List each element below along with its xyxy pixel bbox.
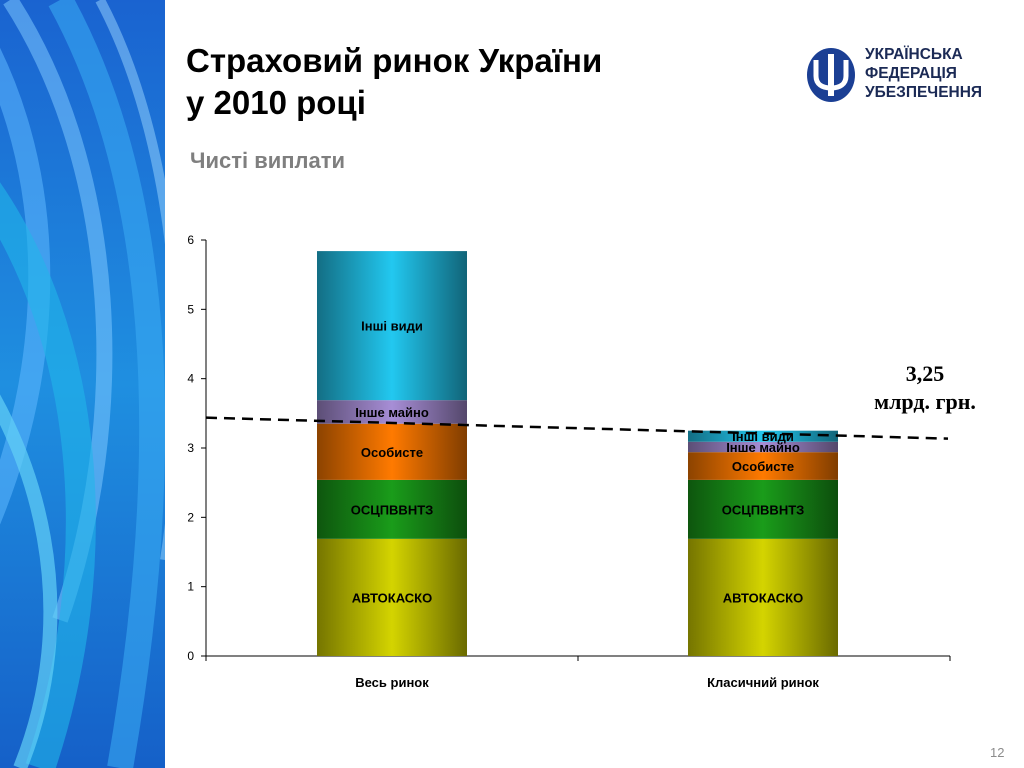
bar-segment-label: Інші види [732,429,794,444]
total-annotation-value: 3,25 [905,361,945,386]
total-annotation: 3,25 млрд. грн. [860,360,990,416]
bar-segment [688,441,838,453]
bar-segment [688,430,838,442]
y-tick-label: 2 [187,510,194,524]
bar-segment [688,538,838,656]
bar-segment [688,452,838,480]
bar-segment-label: Інше майно [726,440,800,455]
logo-line-2: ФЕДЕРАЦІЯ [865,65,957,82]
y-tick-label: 3 [187,441,194,455]
logo-line-1: УКРАЇНСЬКА [865,46,963,63]
page-number: 12 [990,745,1005,760]
bar-segment [317,400,467,424]
y-tick-label: 1 [187,580,194,594]
y-tick-label: 6 [187,233,194,247]
x-category-label: Класичний ринок [707,675,819,690]
slide-title: Страховий ринок України у 2010 році [186,40,602,124]
y-tick-label: 4 [187,372,194,386]
title-line-2: у 2010 році [186,84,366,121]
bar-segment [317,538,467,656]
bar-segment [317,251,467,401]
bar-segment-label: ОСЦПВВНТЗ [722,502,805,517]
bar-segment-label: Інше майно [355,405,429,420]
x-category-label: Весь ринок [355,675,429,690]
bar-segment-label: Особисте [732,459,794,474]
bar-segment-label: Інші види [361,319,423,334]
logo-text: УКРАЇНСЬКА ФЕДЕРАЦІЯ УБЕЗПЕЧЕННЯ [865,45,982,102]
title-line-1: Страховий ринок України [186,42,603,79]
bar-segment [317,423,467,480]
y-tick-label: 0 [187,649,194,663]
total-annotation-unit: млрд. грн. [874,389,976,414]
bar-segment-label: Особисте [361,445,423,460]
bar-segment [688,479,838,539]
logo-line-3: УБЕЗПЕЧЕННЯ [865,84,983,101]
trident-circle-icon [807,48,855,102]
decorative-blue-panel [0,0,165,768]
y-tick-label: 5 [187,302,194,316]
bar-segment-label: АВТОКАСКО [723,590,803,605]
logo: УКРАЇНСЬКА ФЕДЕРАЦІЯ УБЕЗПЕЧЕННЯ [805,44,995,106]
bar-segment [317,479,467,539]
reference-dashed-line [205,416,949,440]
bar-segment-label: АВТОКАСКО [352,590,432,605]
bar-segment-label: ОСЦПВВНТЗ [351,502,434,517]
slide-subtitle: Чисті виплати [190,148,346,173]
